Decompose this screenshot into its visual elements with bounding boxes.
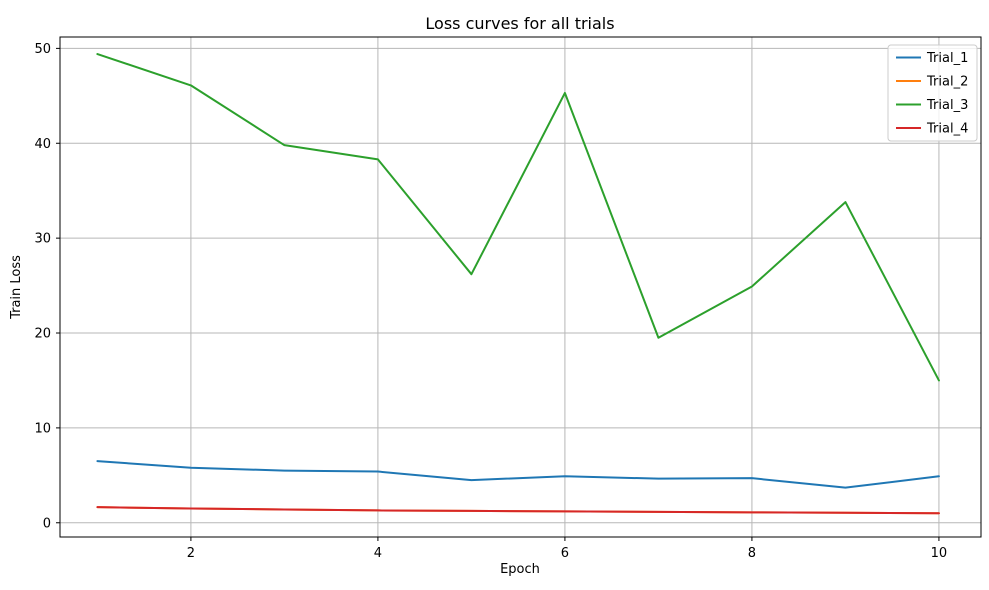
y-tick-label: 10 xyxy=(34,421,51,436)
plot-frame xyxy=(59,36,982,538)
grid-layer xyxy=(60,37,981,537)
x-tick-label: 4 xyxy=(374,546,382,561)
x-tick-label: 2 xyxy=(187,546,195,561)
y-tick-label: 20 xyxy=(34,327,51,342)
y-tick-label: 0 xyxy=(43,516,51,531)
legend: Trial_1 Trial_2 Trial_3 Trial_4 xyxy=(887,44,978,142)
y-tick-label: 40 xyxy=(34,137,51,152)
legend-item-label: Trial_2 xyxy=(926,75,968,90)
x-tick-label: 8 xyxy=(748,546,756,561)
tick-layer: 2 4 6 8 10 0 10 20 30 40 50 xyxy=(34,42,947,561)
legend-item: Trial_2 xyxy=(896,75,968,90)
x-tick-label: 6 xyxy=(561,546,569,561)
y-axis-label: Train Loss xyxy=(9,255,24,320)
x-axis-label: Epoch xyxy=(500,562,540,577)
legend-item-label: Trial_1 xyxy=(926,51,968,66)
series-line-trial_4 xyxy=(96,506,940,515)
legend-item: Trial_3 xyxy=(896,98,968,113)
legend-item: Trial_4 xyxy=(896,122,968,137)
legend-item-label: Trial_3 xyxy=(926,98,968,113)
legend-box xyxy=(887,44,978,142)
series-layer xyxy=(96,53,940,515)
y-tick-label: 30 xyxy=(34,232,51,247)
legend-item-label: Trial_4 xyxy=(926,122,968,137)
x-tick-label: 10 xyxy=(931,546,948,561)
series-line-trial_3 xyxy=(96,53,940,382)
y-tick-label: 50 xyxy=(34,42,51,57)
legend-item: Trial_1 xyxy=(896,51,968,66)
chart-title: Loss curves for all trials xyxy=(425,14,614,33)
series-line-trial_1 xyxy=(96,460,940,489)
